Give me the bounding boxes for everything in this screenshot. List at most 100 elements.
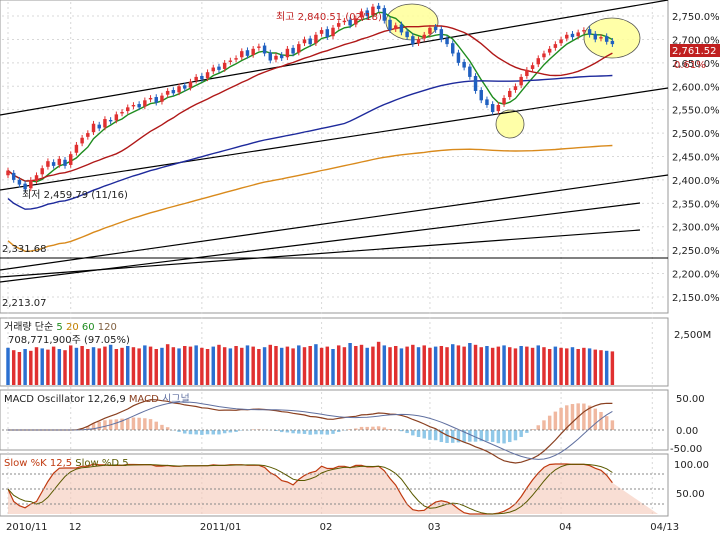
candle-body-70 [405, 31, 409, 38]
y-tick-label-5: 2,500.0% [672, 129, 720, 140]
volume-bar-86 [496, 346, 501, 385]
volume-bar-66 [382, 345, 387, 385]
macd-histogram-83 [479, 430, 483, 442]
candle-body-106 [610, 40, 615, 45]
candle-body-79 [456, 52, 461, 63]
macd-histogram-74 [428, 430, 432, 440]
volume-bar-85 [490, 347, 495, 385]
volume-bar-32 [188, 346, 193, 385]
macd-axis-bottom: -50.00 [670, 444, 702, 455]
volume-bar-47 [274, 346, 278, 385]
volume-bar-43 [251, 346, 255, 385]
volume-bar-18 [108, 344, 113, 385]
candle-body-73 [422, 34, 426, 39]
candle-body-34 [200, 75, 204, 80]
candle-body-91 [525, 69, 529, 76]
moving-average-20 [7, 25, 613, 182]
y-tick-label-8: 2,350.0% [672, 199, 720, 210]
slowd-line [7, 463, 613, 515]
macd-histogram-27 [160, 424, 164, 430]
volume-bar-105 [604, 350, 609, 385]
candle-body-26 [154, 97, 158, 103]
volume-bar-89 [513, 348, 518, 385]
volume-bar-88 [508, 347, 512, 385]
candle-body-42 [245, 50, 250, 56]
candle-body-27 [160, 95, 164, 102]
macd-histogram-106 [610, 420, 615, 430]
macd-histogram-89 [513, 430, 518, 441]
volume-bar-28 [165, 344, 170, 385]
macd-histogram-19 [114, 419, 119, 430]
candle-body-5 [34, 175, 39, 181]
candle-body-0 [6, 170, 10, 176]
macd-histogram-56 [325, 430, 330, 435]
volume-bar-31 [183, 346, 187, 385]
candle-body-6 [40, 168, 44, 175]
candle-body-14 [86, 133, 90, 137]
macd-histogram-70 [405, 430, 409, 434]
candle-body-86 [496, 105, 501, 112]
macd-histogram-21 [126, 418, 130, 430]
macd-histogram-94 [542, 420, 546, 430]
candle-body-32 [188, 81, 193, 88]
volume-bar-14 [86, 349, 90, 385]
macd-histogram-57 [331, 430, 335, 434]
y-tick-label-0: 2,750.0% [672, 12, 720, 23]
volume-bar-8 [51, 346, 56, 385]
macd-histogram-33 [194, 430, 198, 435]
macd-histogram-105 [604, 416, 609, 430]
macd-histogram-65 [376, 426, 381, 430]
macd-histogram-54 [314, 430, 318, 435]
volume-bar-79 [456, 345, 461, 385]
slowd-legend: Slow %D 5 [75, 458, 128, 469]
stoch-axis-mid: 50.00 [676, 489, 705, 500]
volume-bar-2 [17, 352, 22, 385]
x-tick-label-3: 02 [320, 522, 333, 533]
macd-histogram-14 [86, 426, 90, 430]
macd-histogram-73 [422, 430, 426, 439]
volume-bar-78 [451, 344, 455, 385]
candle-body-68 [393, 25, 398, 30]
candle-body-10 [63, 159, 67, 166]
volume-bar-50 [291, 348, 295, 385]
volume-bar-74 [428, 347, 432, 385]
signal-legend: 시그널 [162, 393, 190, 405]
candle-body-53 [308, 38, 312, 45]
volume-bar-21 [126, 346, 130, 385]
current-price-tag-bg [670, 44, 720, 57]
macd-histogram-30 [177, 430, 181, 432]
macd-histogram-64 [371, 426, 375, 430]
macd-histogram-71 [411, 430, 415, 436]
macd-histogram-38 [222, 430, 227, 434]
candle-body-59 [342, 20, 347, 23]
macd-histogram-26 [154, 421, 158, 430]
candle-body-63 [365, 10, 369, 17]
volume-bar-102 [587, 348, 592, 385]
volume-bar-93 [536, 345, 540, 385]
macd-histogram-93 [536, 425, 540, 430]
y-tick-label-6: 2,450.0% [672, 153, 720, 164]
candle-body-74 [428, 27, 432, 34]
trend-line-4 [0, 229, 641, 278]
volume-legend-5: 5 [56, 322, 62, 333]
candle-body-50 [291, 47, 295, 54]
volume-bar-56 [325, 346, 330, 385]
trend-line-2 [0, 174, 669, 271]
candle-body-39 [228, 60, 233, 62]
candle-body-90 [519, 76, 523, 86]
date-axis: 2010/11 12 2011/01 02 03 04 04/13 [6, 522, 679, 533]
macd-histogram-15 [91, 423, 96, 430]
macd-histogram-55 [319, 430, 324, 435]
volume-bar-7 [46, 349, 50, 385]
macd-histogram-40 [234, 430, 238, 432]
volume-bar-51 [297, 345, 301, 385]
macd-histogram-77 [445, 430, 449, 443]
volume-bar-1 [11, 350, 16, 385]
candle-body-55 [319, 30, 324, 34]
macd-histogram-53 [308, 430, 312, 435]
volume-bar-15 [91, 347, 96, 385]
volume-bar-52 [302, 347, 307, 385]
stoch-axis-top: 100.00 [674, 460, 709, 471]
volume-bar-4 [29, 350, 33, 385]
volume-legend-60: 60 [82, 322, 95, 333]
